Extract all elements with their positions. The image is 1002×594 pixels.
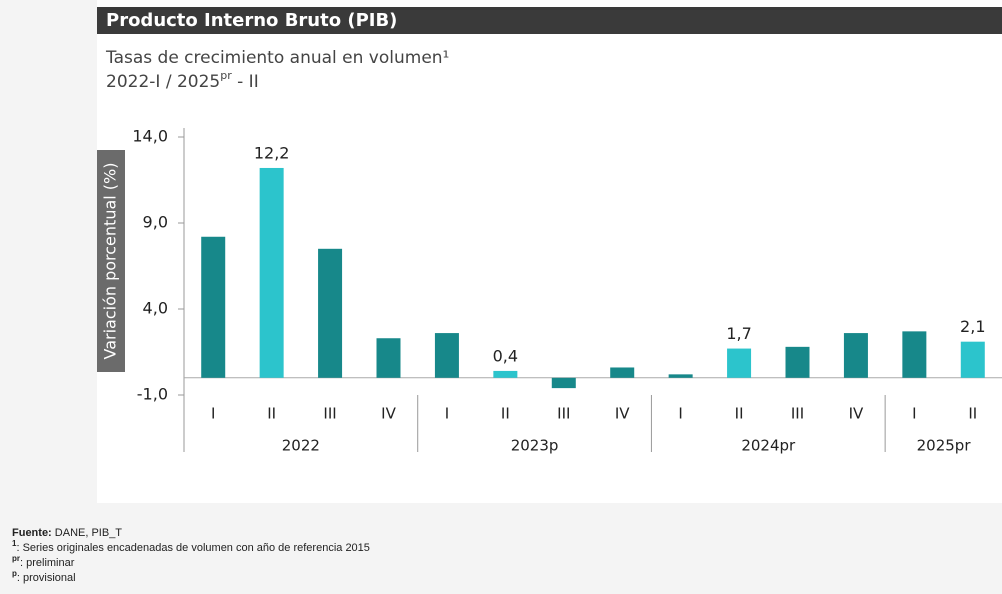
y-tick-label: 9,0 [143, 213, 168, 232]
footnote: 1: Series originales encadenadas de volu… [12, 539, 370, 554]
y-axis-label: Variación porcentual (%) [101, 163, 120, 360]
value-label: 0,4 [493, 346, 518, 365]
bar [259, 167, 284, 378]
bar [727, 348, 752, 378]
note-text: : preliminar [20, 557, 75, 569]
bar [668, 374, 693, 378]
x-tick-label: I [678, 405, 682, 423]
bar [318, 248, 343, 378]
period: 2022-I / 2025pr - II [106, 69, 259, 92]
y-label-box [97, 150, 125, 372]
chart-title: Producto Interno Bruto (PIB) [106, 10, 397, 31]
bar [434, 333, 459, 378]
note-text: DANE, PIB_T [52, 527, 123, 539]
bar [843, 333, 868, 378]
x-tick-label: IV [615, 405, 630, 423]
y-tick-label: -1,0 [137, 385, 168, 404]
group-label: 2024pr [741, 437, 796, 455]
bar [551, 377, 576, 389]
panel [97, 0, 1002, 503]
bar [960, 341, 985, 378]
x-tick-label: II [968, 405, 977, 423]
bar [201, 236, 226, 378]
note-mark: p [12, 569, 17, 578]
x-tick-label: III [557, 405, 570, 423]
x-tick-label: IV [849, 405, 864, 423]
x-tick-label: II [501, 405, 510, 423]
x-tick-label: II [735, 405, 744, 423]
x-tick-label: III [323, 405, 336, 423]
x-tick-label: I [445, 405, 449, 423]
footnote: pr: preliminar [12, 554, 75, 569]
footnote: Fuente: DANE, PIB_T [12, 527, 122, 539]
footnote: p: provisional [12, 569, 76, 584]
group-label: 2022 [282, 437, 320, 455]
x-tick-label: IV [381, 405, 396, 423]
y-tick-label: 14,0 [132, 127, 168, 146]
subtitle: Tasas de crecimiento anual en volumen¹ [105, 48, 449, 68]
y-tick-label: 4,0 [143, 299, 168, 318]
note-bold: Fuente: [12, 527, 52, 539]
value-label: 1,7 [726, 324, 751, 343]
bar [376, 338, 401, 378]
x-tick-label: II [267, 405, 276, 423]
x-tick-label: III [791, 405, 804, 423]
note-text: : Series originales encadenadas de volum… [16, 542, 369, 554]
group-label: 2023p [511, 437, 559, 455]
bar [785, 346, 810, 378]
note-mark: pr [12, 554, 20, 563]
note-text: : provisional [17, 572, 76, 584]
x-tick-label: I [912, 405, 916, 423]
group-label: 2025pr [917, 437, 972, 455]
note-mark: 1 [12, 539, 17, 548]
value-label: 2,1 [960, 317, 985, 336]
bar [493, 370, 518, 378]
bar [610, 367, 635, 378]
title-bar [97, 7, 1002, 34]
value-label: 12,2 [254, 143, 290, 162]
x-tick-label: I [211, 405, 215, 423]
bar [902, 331, 927, 378]
